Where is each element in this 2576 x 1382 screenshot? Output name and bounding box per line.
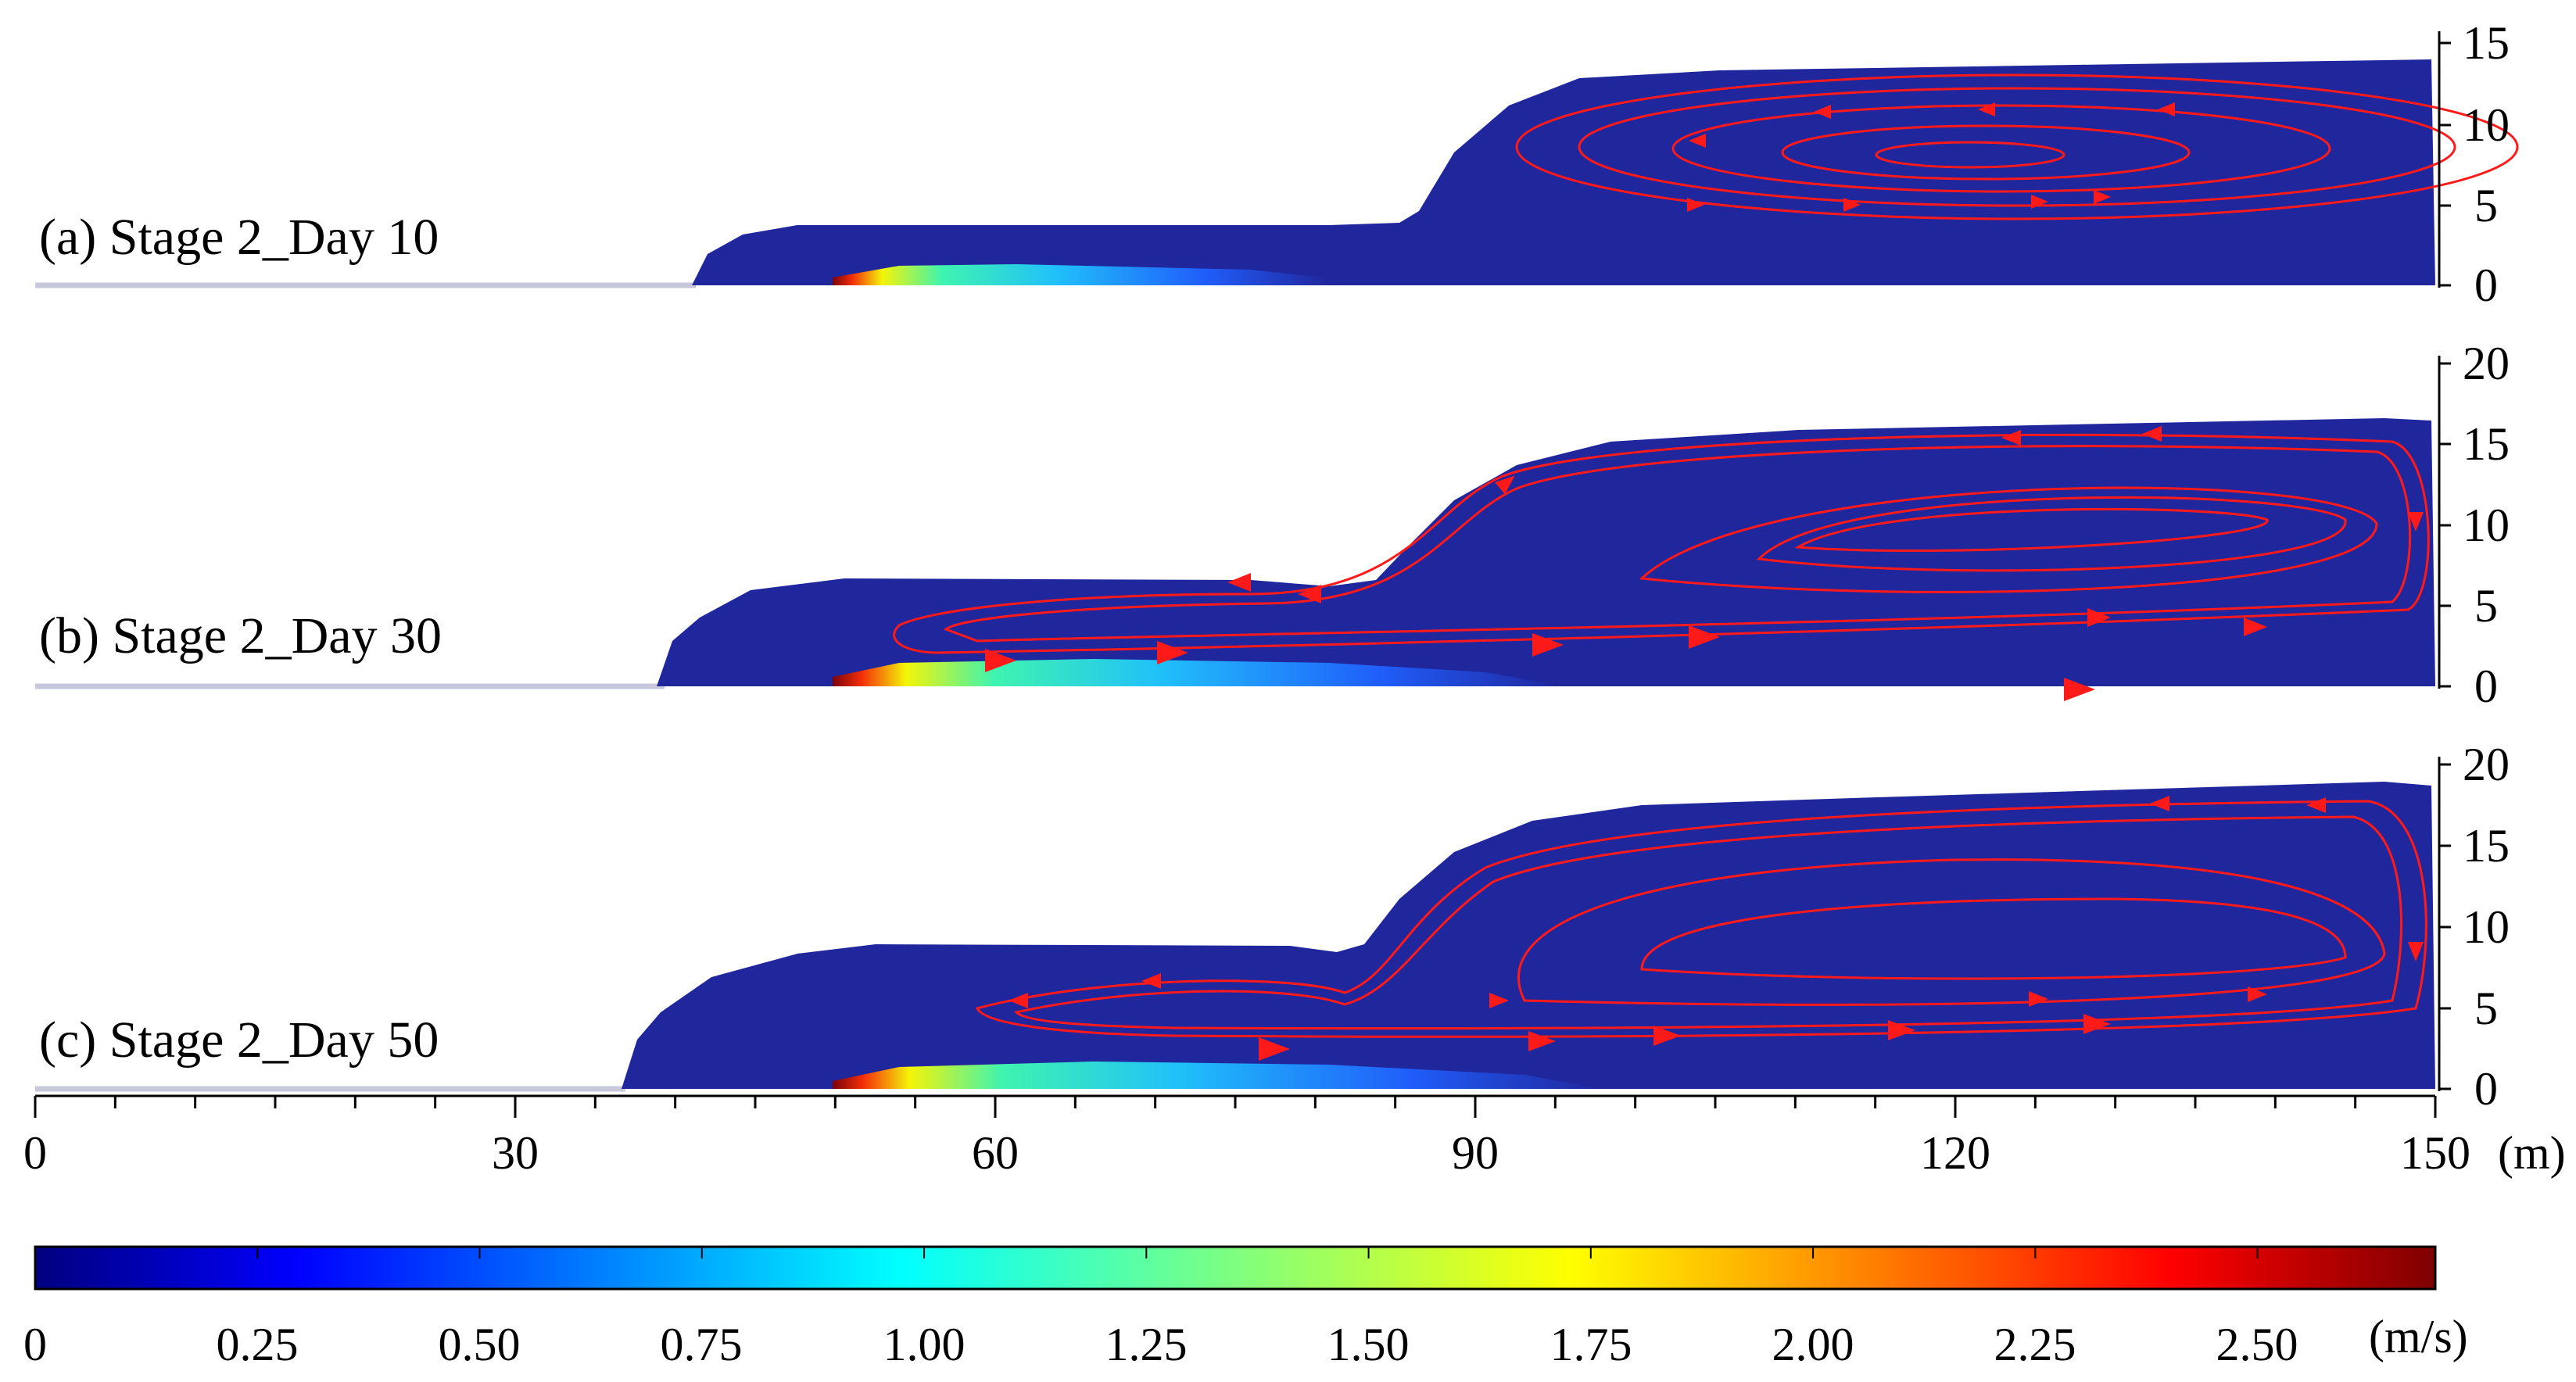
y-tick: 10 <box>2463 499 2510 551</box>
x-axis-unit: (m) <box>2498 1127 2566 1179</box>
y-tick: 10 <box>2463 901 2510 953</box>
colorbar-tick-label: 1.25 <box>1105 1319 1188 1370</box>
panel-label-a: (a) Stage 2_Day 10 <box>39 209 439 266</box>
flow-arrows <box>1687 102 2175 212</box>
y-tick: 10 <box>2463 99 2510 151</box>
y-tick: 5 <box>2474 580 2498 632</box>
x-tick-label: 150 <box>2400 1127 2470 1179</box>
panel-day-50: (c) Stage 2_Day 50 20 15 10 5 0 <box>35 739 2510 1115</box>
fluid-domain <box>692 59 2435 285</box>
x-axis: 0 30 60 90 120 150 (m) <box>23 1094 2566 1179</box>
x-axis-ticks <box>34 1096 2437 1118</box>
x-tick-label: 120 <box>1920 1127 1990 1179</box>
flow-arrows <box>985 426 2424 701</box>
y-tick: 15 <box>2463 820 2510 872</box>
y-axis-a: 15 10 5 0 <box>2439 17 2510 311</box>
x-tick-label: 30 <box>492 1127 539 1179</box>
colorbar-tick-label: 0.25 <box>217 1319 299 1370</box>
y-tick: 0 <box>2474 661 2498 712</box>
flow-arrows <box>1009 796 2424 1061</box>
fluid-domain <box>657 418 2435 686</box>
y-tick: 20 <box>2463 338 2510 389</box>
jet-region <box>833 1062 1603 1089</box>
colorbar-gradient <box>34 1245 2437 1291</box>
x-tick-label: 60 <box>972 1127 1019 1179</box>
colorbar-tick-label: 0.75 <box>661 1319 743 1370</box>
y-tick: 15 <box>2463 17 2510 69</box>
x-tick-label: 90 <box>1452 1127 1499 1179</box>
jet-region <box>833 659 1564 686</box>
y-tick: 0 <box>2474 260 2498 311</box>
colorbar-tick-label: 2.50 <box>2216 1319 2298 1370</box>
colorbar-unit: (m/s) <box>2369 1311 2468 1362</box>
colorbar-tick-label: 1.75 <box>1550 1319 1632 1370</box>
panel-day-30: (b) Stage 2_Day 30 20 15 10 5 0 <box>35 338 2510 712</box>
y-tick: 5 <box>2474 180 2498 231</box>
colorbar-tick-label: 0.50 <box>439 1319 521 1370</box>
colorbar-tick-label: 1.00 <box>883 1319 966 1370</box>
colorbar: 0 0.25 0.50 0.75 1.00 1.25 1.50 1.75 2.0… <box>23 1245 2468 1370</box>
y-tick: 15 <box>2463 418 2510 470</box>
colorbar-tick-label: 1.50 <box>1327 1319 1410 1370</box>
colorbar-ticks <box>34 1247 2259 1258</box>
y-tick: 5 <box>2474 983 2498 1034</box>
panel-label-c: (c) Stage 2_Day 50 <box>39 1011 439 1069</box>
colorbar-tick-label: 2.25 <box>1994 1319 2076 1370</box>
colorbar-tick-label: 2.00 <box>1772 1319 1854 1370</box>
colorbar-tick-label: 0 <box>23 1319 47 1370</box>
panel-day-10: (a) Stage 2_Day 10 15 10 5 0 <box>35 17 2519 311</box>
streamlines <box>1515 73 2519 220</box>
panel-label-b: (b) Stage 2_Day 30 <box>39 607 442 664</box>
x-tick-label: 0 <box>23 1127 47 1179</box>
y-tick: 20 <box>2463 739 2510 790</box>
jet-region <box>833 264 1329 285</box>
y-axis-b: 20 15 10 5 0 <box>2439 338 2510 712</box>
y-tick: 0 <box>2474 1063 2498 1115</box>
y-axis-c: 20 15 10 5 0 <box>2439 739 2510 1115</box>
